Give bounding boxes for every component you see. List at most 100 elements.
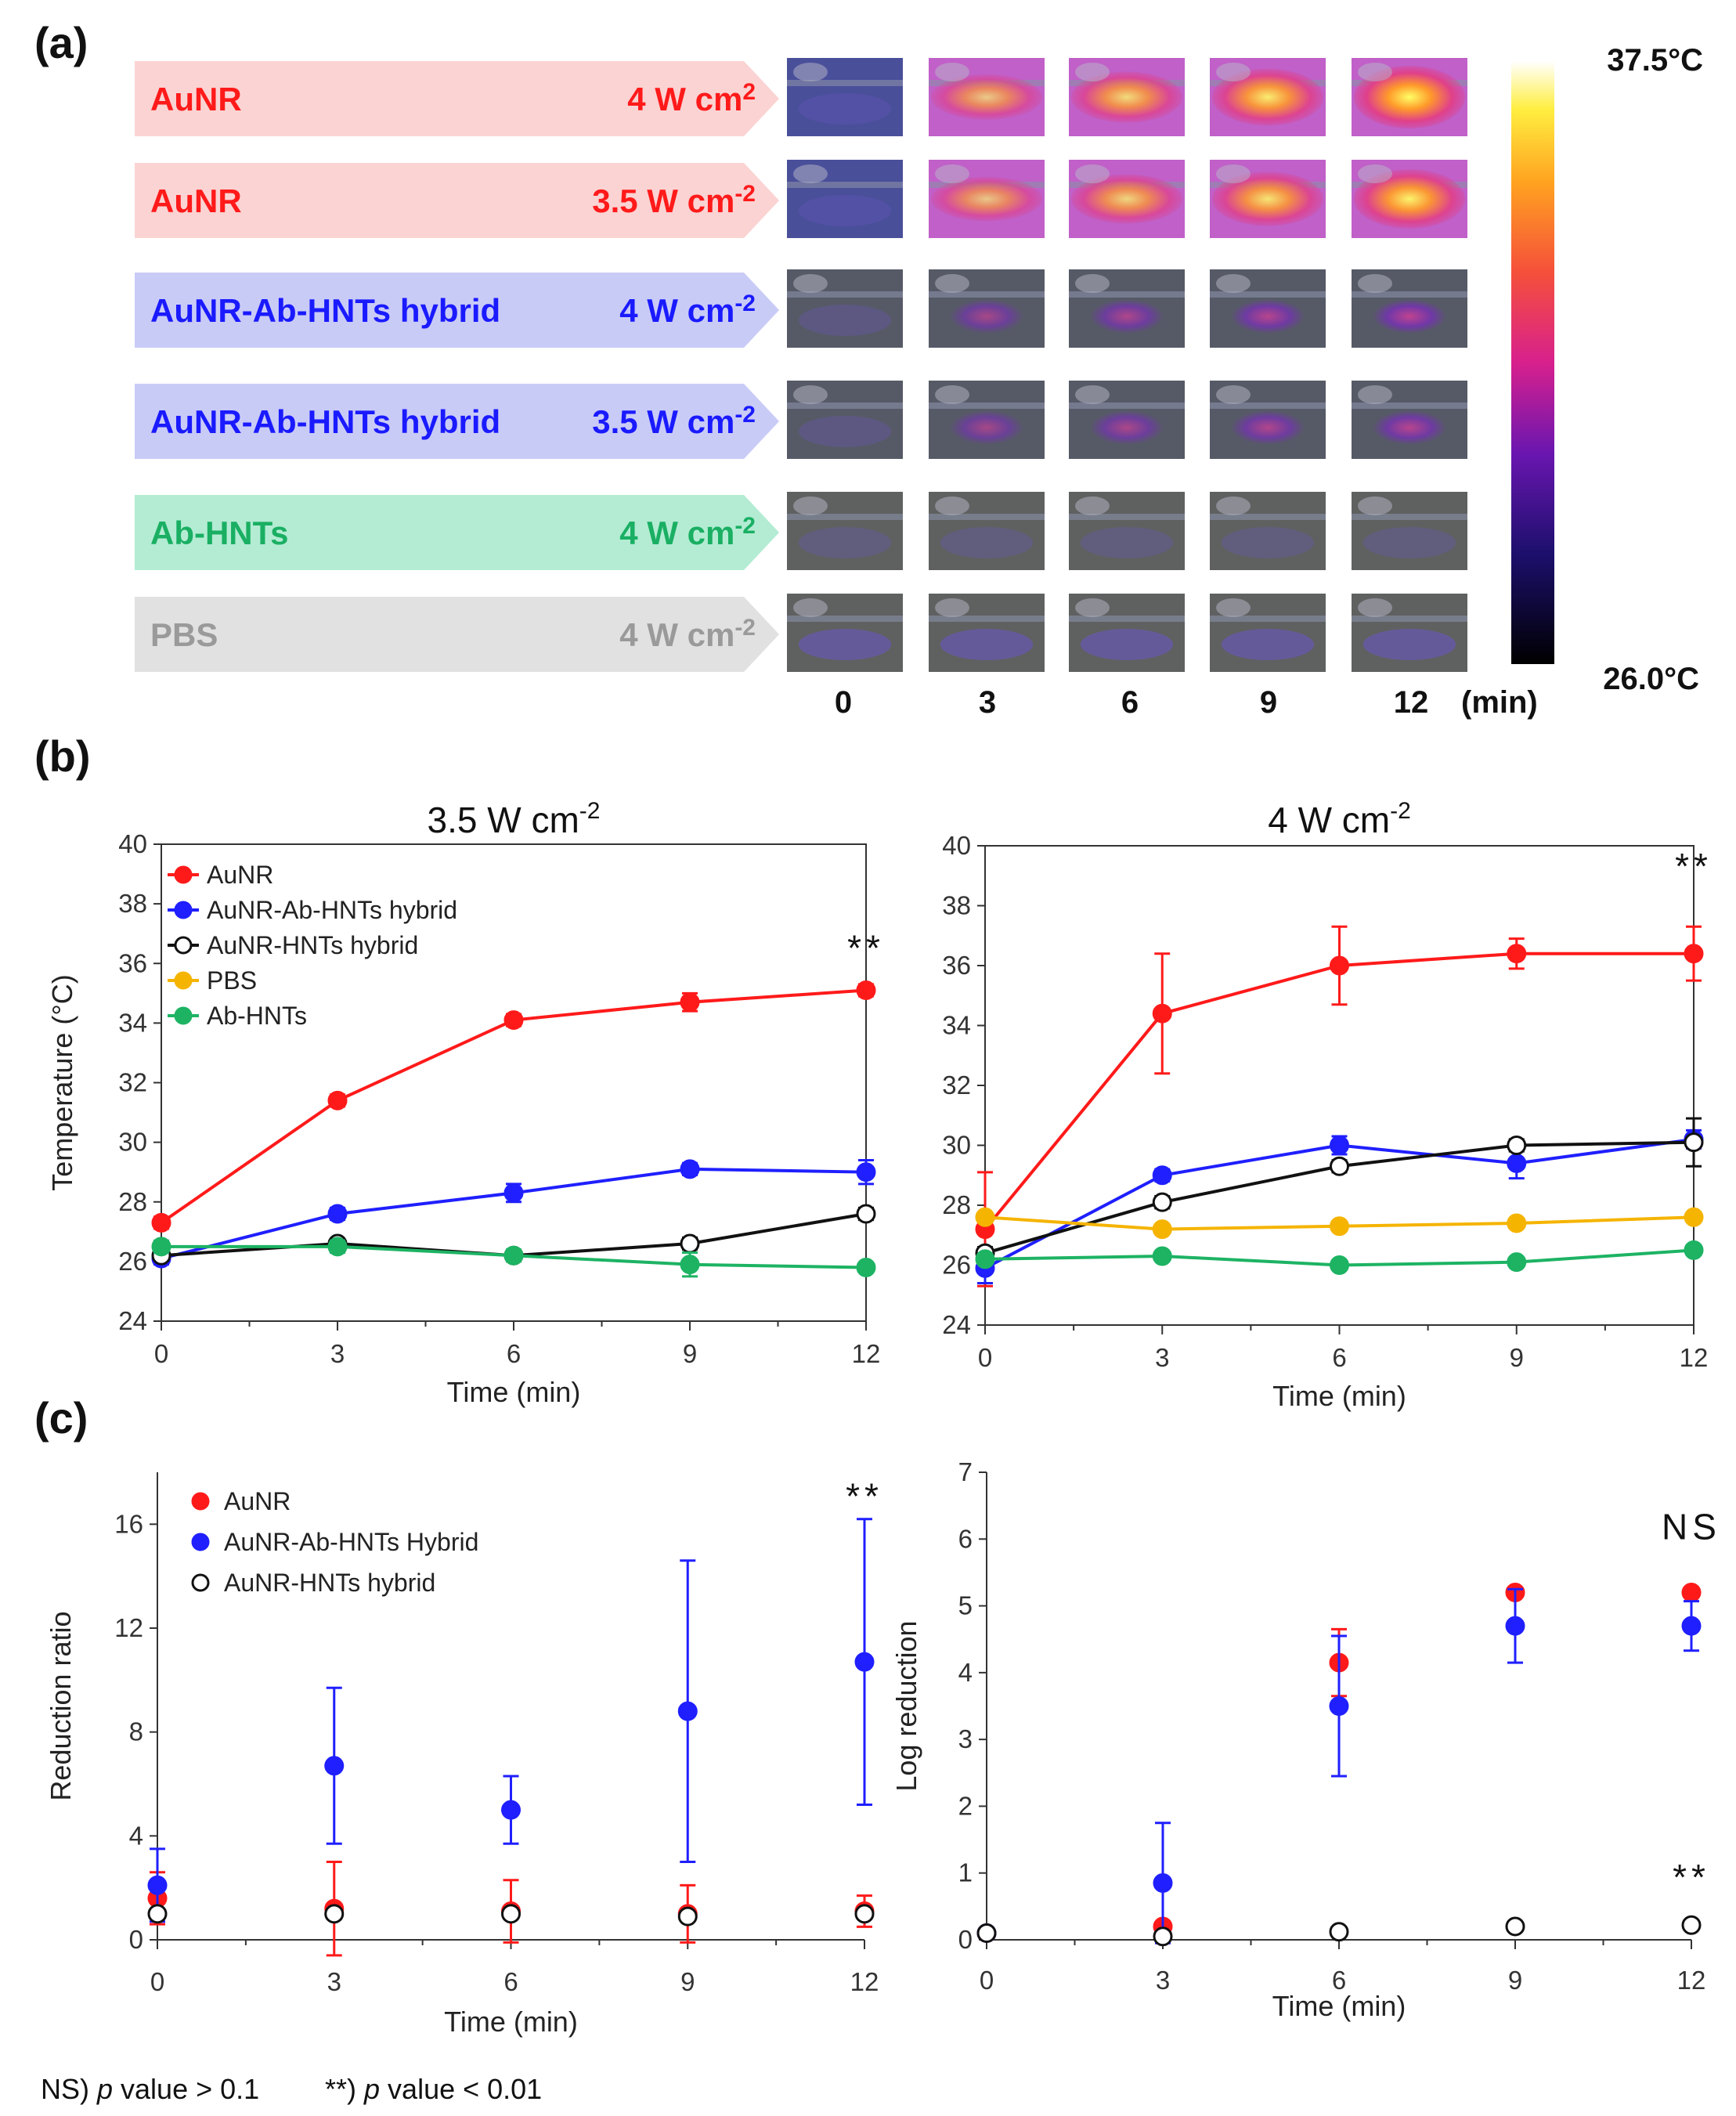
thermal-image-cell [1210,594,1326,672]
thermal-image-cell [787,492,903,570]
power-density-value: 4 W cm [627,81,742,117]
data-point [854,1652,875,1672]
power-density-exponent: -2 [734,181,756,207]
x-tick-label: 6 [507,1339,521,1368]
thermal-cool-spot [798,629,892,660]
thermal-warm-spot [1372,410,1447,445]
x-tick-label: 3 [330,1339,345,1368]
thermal-image-tube-stripe [1069,514,1185,520]
y-tick-label: 12 [114,1613,143,1642]
legend-entry: AuNR [224,1487,291,1515]
data-point [1329,1922,1349,1942]
y-tick-label: 28 [118,1187,147,1216]
thermal-reflection [1075,598,1110,617]
thermal-image-tube-stripe [787,182,903,188]
thermal-image-tube-stripe [1069,616,1185,622]
y-tick-label: 26 [118,1247,147,1276]
data-point [1507,1213,1527,1233]
data-point [503,1183,524,1203]
data-point [147,1904,168,1924]
x-tick-label: 12 [1680,1343,1709,1372]
legend-entry: AuNR-HNTs hybrid [207,931,418,959]
data-point [1507,1136,1527,1155]
data-point [1153,1926,1173,1947]
data-point [1330,1216,1349,1237]
y-tick-label: 32 [942,1071,971,1100]
data-point [324,1904,345,1924]
thermal-warm-spot [949,410,1024,445]
chart-title: 4 W cm-2 [1268,798,1411,840]
y-tick-label: 6 [958,1524,973,1553]
thermal-hotspot [930,176,1043,222]
legend-marker [191,1533,210,1551]
data-point [1507,1153,1527,1173]
thermal-cool-spot [1362,527,1456,558]
thermal-reflection [1216,385,1251,404]
thermal-image-cell [787,269,903,348]
thermal-cool-spot [940,629,1034,660]
thermal-warm-spot [1230,410,1305,445]
thermal-image-tube-stripe [929,291,1045,298]
x-axis-title: Time (min) [1272,1990,1406,2022]
power-density-value: 3.5 W cm [592,403,734,440]
y-axis-title: Reduction ratio [45,1611,77,1800]
data-point [1330,1136,1349,1155]
y-tick-label: 26 [942,1251,971,1280]
thermal-image-cell [1210,269,1326,348]
x-tick-label: 9 [683,1339,697,1368]
data-point [501,1904,521,1924]
legend-marker [174,971,193,990]
data-point [854,1904,875,1924]
thermal-hotspot [1353,169,1466,229]
thermal-image-cell [787,594,903,672]
data-point [1152,1219,1172,1240]
power-density-value: 4 W cm [619,515,734,551]
y-tick-label: 4 [129,1821,143,1850]
thermal-image-cell [1069,594,1185,672]
thermal-hotspot [1211,172,1324,226]
data-point [1329,1696,1349,1716]
thermal-hotspot [930,74,1043,120]
thermal-image-cell [1069,58,1185,136]
thermal-reflection [935,164,969,183]
thermal-warm-spot [1089,299,1164,334]
data-point [677,1906,698,1926]
thermal-cool-spot [1221,629,1315,660]
chart-title: 3.5 W cm-2 [428,798,601,840]
data-point [501,1800,521,1820]
legend-marker [191,1573,210,1592]
y-tick-label: 38 [118,889,147,918]
sample-name-label: AuNR-Ab-HNTs hybrid [150,403,500,440]
chart-title-exponent: -2 [1390,798,1411,824]
series-aunr [975,925,1704,1287]
legend-entry: AuNR [207,861,273,889]
thermal-image-cell [787,381,903,459]
footnote-sig-rest: value < 0.01 [380,2073,542,2105]
series-ab-hnts [151,1237,876,1278]
thermal-image-tube-stripe [1069,403,1185,409]
thermal-cool-spot [1362,629,1456,660]
y-tick-label: 40 [942,831,971,860]
thermal-image-cell [1352,492,1467,570]
legend-marker [191,1492,210,1511]
chart-title-text: 3.5 W cm [428,800,579,840]
data-point [151,1212,171,1233]
data-point [975,1207,995,1227]
thermal-image-tube-stripe [929,514,1045,520]
thermal-image-tube-stripe [1210,514,1326,520]
data-point [1684,1132,1704,1153]
power-density-exponent: -2 [734,291,756,316]
thermal-image-tube-stripe [787,514,903,520]
x-axis-title: Time (min) [1272,1380,1406,1412]
thermal-image-tube-stripe [1069,291,1185,298]
thermal-image-cell [1069,381,1185,459]
panel-b-label: (b) [34,731,91,781]
legend-entry: AuNR-HNTs hybrid [224,1569,435,1597]
power-density-label: 4 W cm-2 [619,291,756,329]
chart-title-text: 4 W cm [1268,800,1390,840]
y-tick-label: 36 [942,951,971,980]
thermal-image-cell [787,58,903,136]
data-point [976,1923,997,1943]
